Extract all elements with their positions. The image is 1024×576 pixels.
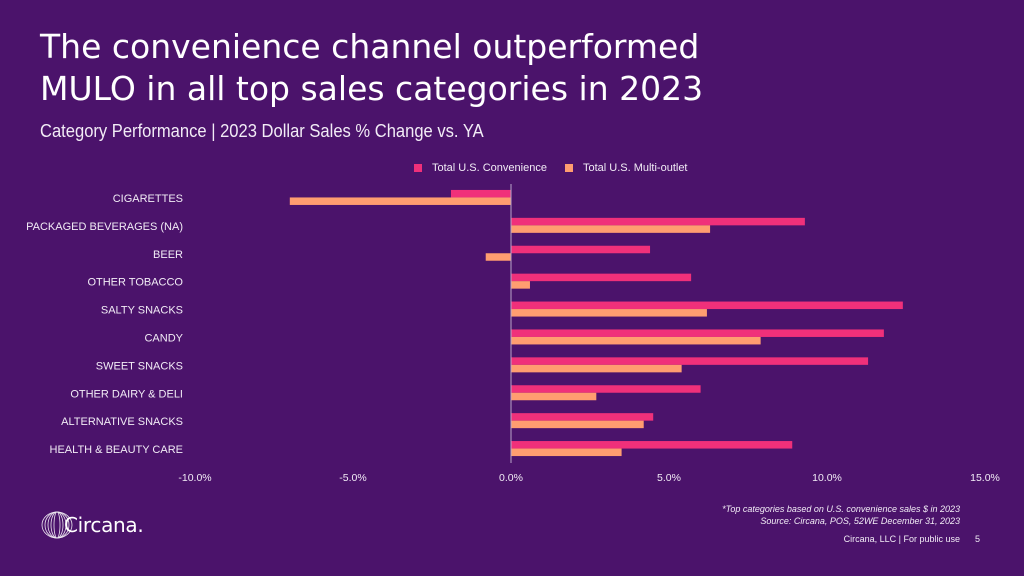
category-labels: CIGARETTES PACKAGED BEVERAGES (NA) BEER OTH…: [26, 193, 184, 456]
chart-subtitle: Category Performance | 2023 Dollar Sales…: [40, 121, 484, 141]
bar-multi-outlet: [289, 197, 511, 205]
footnote-top-categories: *Top categories based on U.S. convenienc…: [722, 504, 960, 514]
bars-group: [289, 189, 903, 457]
x-tick-label: -10.0%: [178, 472, 211, 484]
footer-company: Circana, LLC | For public use: [843, 534, 960, 544]
bar-convenience: [511, 329, 884, 337]
category-label: PACKAGED BEVERAGES (NA): [26, 221, 183, 233]
category-label: SALTY SNACKS: [101, 305, 183, 317]
chart-legend: Total U.S. Convenience Total U.S. Multi-…: [414, 162, 688, 174]
category-label: OTHER DAIRY & DELI: [70, 388, 183, 400]
x-axis-tick-labels: -10.0% -5.0% 0.0% 5.0% 10.0% 15.0%: [178, 472, 1000, 484]
circana-logo: Circana.: [40, 510, 144, 540]
page-number: 5: [975, 534, 981, 544]
bar-convenience: [511, 245, 651, 254]
x-tick-label: 5.0%: [657, 472, 681, 484]
category-label: SWEET SNACKS: [96, 360, 183, 372]
category-label: ALTERNATIVE SNACKS: [61, 416, 183, 428]
x-tick-label: -5.0%: [339, 472, 366, 484]
footnote-source: Source: Circana, POS, 52WE December 31, …: [760, 516, 960, 526]
bar-multi-outlet: [511, 309, 707, 317]
legend-swatch-multi-outlet: [564, 164, 573, 172]
bar-convenience: [450, 189, 511, 198]
bar-multi-outlet: [485, 253, 511, 261]
title-line-1: The convenience channel outperformed: [40, 27, 700, 66]
legend-label-multi-outlet: Total U.S. Multi-outlet: [582, 162, 688, 174]
bar-convenience: [511, 385, 701, 393]
footnote: *Top categories based on U.S. convenienc…: [722, 503, 960, 527]
category-label: CANDY: [144, 332, 183, 344]
bar-multi-outlet: [511, 448, 622, 457]
bar-convenience: [511, 273, 692, 282]
legend-label-convenience: Total U.S. Convenience: [432, 162, 547, 174]
bar-convenience: [511, 301, 903, 310]
bar-multi-outlet: [511, 225, 711, 233]
circana-swirl-icon: [41, 511, 73, 539]
legend-swatch-convenience: [414, 164, 422, 172]
bar-multi-outlet: [511, 364, 682, 373]
category-label: HEALTH & BEAUTY CARE: [50, 444, 183, 456]
x-tick-label: 15.0%: [970, 472, 1000, 484]
category-label: BEER: [153, 249, 183, 261]
title-line-2: MULO in all top sales categories in 2023: [40, 69, 704, 108]
bar-convenience: [511, 217, 805, 226]
bar-convenience: [511, 441, 793, 449]
x-tick-label: 10.0%: [812, 472, 842, 484]
category-label: CIGARETTES: [113, 193, 183, 205]
logo-text: Circana.: [64, 513, 144, 537]
legend-item-multi-outlet: Total U.S. Multi-outlet: [564, 162, 688, 174]
bar-multi-outlet: [511, 392, 597, 401]
bar-multi-outlet: [511, 281, 530, 289]
category-label: OTHER TOBACCO: [87, 277, 183, 289]
bar-multi-outlet: [511, 336, 761, 345]
bar-multi-outlet: [511, 420, 644, 429]
slide-title: The convenience channel outperformed MUL…: [40, 26, 940, 110]
x-tick-label: 0.0%: [499, 472, 523, 484]
bar-convenience: [511, 357, 869, 365]
legend-item-convenience: Total U.S. Convenience: [414, 162, 547, 174]
bar-convenience: [511, 413, 654, 421]
